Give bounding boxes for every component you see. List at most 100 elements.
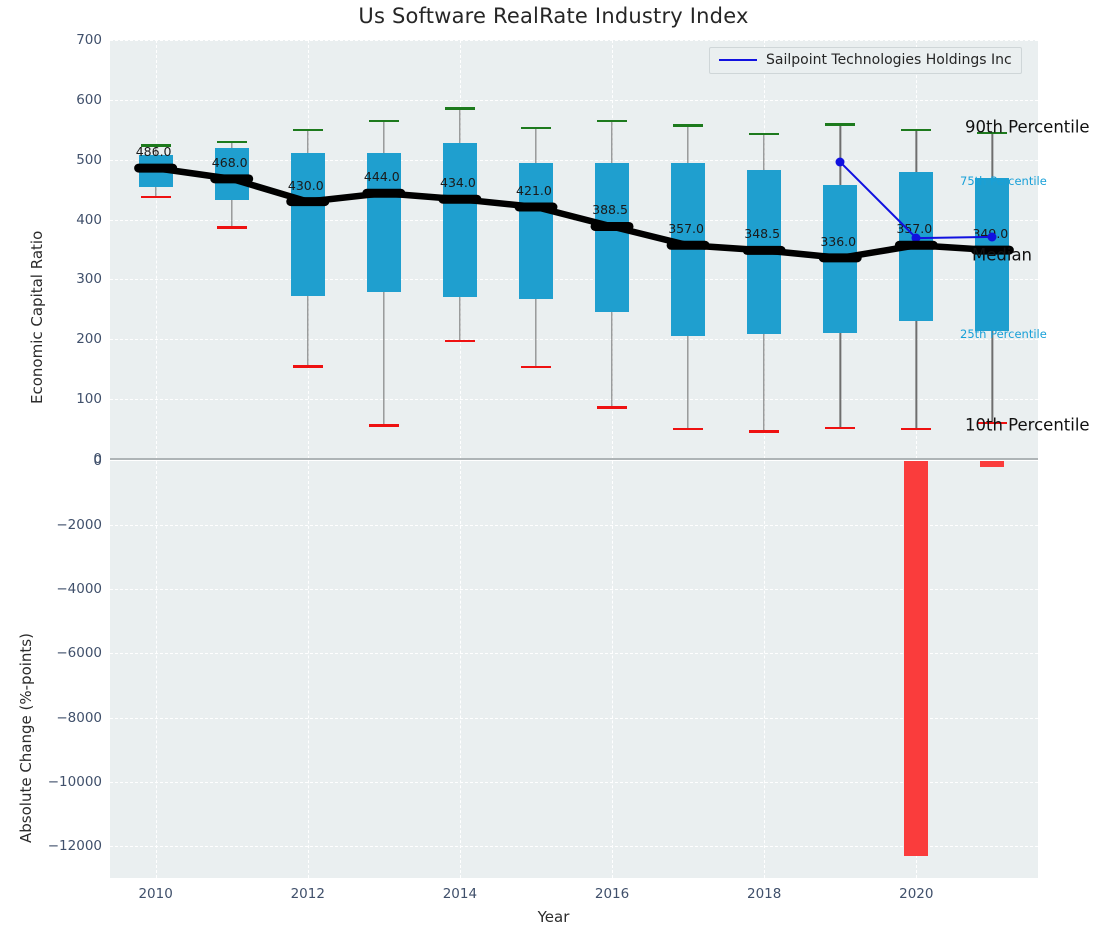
gridline-vertical <box>155 40 157 459</box>
cap-10th-percentile <box>520 365 551 369</box>
sailpoint-data-point <box>987 232 997 242</box>
cap-10th-percentile <box>977 421 1008 425</box>
median-value-label: 468.0 <box>211 154 248 170</box>
median-value-label: 434.0 <box>439 175 476 191</box>
x-axis-label: Year <box>537 908 570 926</box>
cap-90th-percentile <box>444 107 475 110</box>
y-tick-label-top: 700 <box>76 32 102 48</box>
gridline-horizontal <box>110 845 1038 847</box>
y-tick-label-top: 300 <box>76 271 102 288</box>
cap-90th-percentile <box>520 126 551 130</box>
cap-90th-percentile <box>368 119 399 123</box>
x-tick-label: 2014 <box>442 886 478 902</box>
median-value-label: 486.0 <box>135 144 172 160</box>
absolute-change-bar <box>904 461 929 856</box>
cap-10th-percentile <box>597 406 628 409</box>
x-tick-label: 2020 <box>899 886 934 902</box>
gridline-horizontal <box>110 279 1038 281</box>
y-tick-label-top: 200 <box>76 331 102 348</box>
gridline-horizontal <box>110 399 1038 401</box>
gridline-horizontal <box>110 589 1038 591</box>
sailpoint-data-point <box>911 233 921 243</box>
gridline-horizontal <box>110 99 1038 101</box>
y-tick-label-top: 100 <box>76 391 102 408</box>
annotation-90th-percentile: 90th Percentile <box>965 117 1090 137</box>
y-tick-label-top: 500 <box>76 151 102 168</box>
y-axis-label-top: Economic Capital Ratio <box>28 230 46 404</box>
cap-10th-percentile <box>673 427 704 431</box>
median-value-label: 444.0 <box>363 169 400 185</box>
annotation-median: Median <box>972 245 1033 264</box>
cap-90th-percentile <box>673 124 704 127</box>
y-tick-label-top: 400 <box>76 211 102 228</box>
absolute-change-bar <box>980 461 1005 468</box>
cap-10th-percentile <box>292 365 323 368</box>
x-tick-label: 2018 <box>746 886 782 902</box>
cap-90th-percentile <box>597 119 628 123</box>
median-value-label: 348.5 <box>744 226 781 242</box>
box-interquartile <box>671 163 706 336</box>
gridline-vertical <box>459 461 461 878</box>
y-tick-label-top: 600 <box>76 91 102 108</box>
panel-divider <box>110 458 1038 460</box>
box-interquartile <box>595 163 630 313</box>
y-tick-label-top: 0 <box>93 451 102 467</box>
x-tick-label: 2016 <box>594 886 630 902</box>
y-axis-label-bottom: Absolute Change (%-points) <box>17 633 35 843</box>
box-interquartile <box>442 142 477 297</box>
plot-area-bottom <box>110 461 1038 878</box>
gridline-horizontal <box>110 40 1038 41</box>
box-interquartile <box>138 154 173 187</box>
box-interquartile <box>823 184 858 334</box>
cap-90th-percentile <box>825 123 856 126</box>
y-tick-label-bottom: −6000 <box>56 645 102 662</box>
y-tick-label-bottom: −12000 <box>47 837 102 854</box>
gridline-horizontal <box>110 781 1038 783</box>
median-value-label: 388.5 <box>592 202 628 218</box>
y-tick-label-bottom: −8000 <box>56 709 102 726</box>
median-value-label: 357.0 <box>668 221 704 237</box>
annotation-25th-percentile: 25th Percentile <box>960 326 1047 341</box>
median-value-label: 430.0 <box>287 177 324 193</box>
legend-line-icon <box>719 59 757 61</box>
median-value-label: 336.0 <box>820 233 857 249</box>
y-tick-label-bottom: −4000 <box>56 581 102 598</box>
gridline-vertical <box>155 461 157 878</box>
y-tick-label-bottom: −10000 <box>47 773 102 790</box>
gridline-vertical <box>612 461 614 878</box>
cap-90th-percentile <box>749 132 780 136</box>
cap-90th-percentile <box>140 144 171 147</box>
cap-90th-percentile <box>901 128 932 132</box>
x-tick-label: 2010 <box>138 886 173 902</box>
gridline-horizontal <box>110 159 1038 161</box>
gridline-horizontal <box>110 339 1038 341</box>
gridline-horizontal <box>110 717 1038 719</box>
cap-90th-percentile <box>292 128 323 132</box>
cap-10th-percentile <box>368 424 399 427</box>
cap-10th-percentile <box>749 430 780 433</box>
annotation-10th-percentile: 10th Percentile <box>965 415 1090 435</box>
box-interquartile <box>290 153 325 296</box>
cap-10th-percentile <box>901 427 932 431</box>
gridline-horizontal <box>110 653 1038 655</box>
cap-10th-percentile <box>444 339 475 343</box>
box-interquartile <box>747 169 782 334</box>
x-tick-label: 2012 <box>290 886 325 902</box>
legend-item-label: Sailpoint Technologies Holdings Inc <box>766 52 1012 68</box>
gridline-horizontal <box>110 525 1038 527</box>
box-interquartile <box>899 172 934 322</box>
y-tick-label-bottom: −2000 <box>56 517 102 534</box>
gridline-vertical <box>764 461 766 878</box>
gridline-vertical <box>307 461 309 878</box>
chart-title: Us Software RealRate Industry Index <box>358 4 749 28</box>
cap-90th-percentile <box>977 131 1008 135</box>
y-tick-label-bottom: 0 <box>93 453 102 469</box>
cap-10th-percentile <box>140 195 171 199</box>
annotation-75th-percentile: 75th Percentile <box>960 173 1047 188</box>
sailpoint-data-point <box>835 157 845 167</box>
cap-10th-percentile <box>825 426 856 430</box>
chart-legend[interactable]: Sailpoint Technologies Holdings Inc <box>709 47 1022 74</box>
cap-10th-percentile <box>216 226 247 229</box>
cap-90th-percentile <box>216 140 247 144</box>
